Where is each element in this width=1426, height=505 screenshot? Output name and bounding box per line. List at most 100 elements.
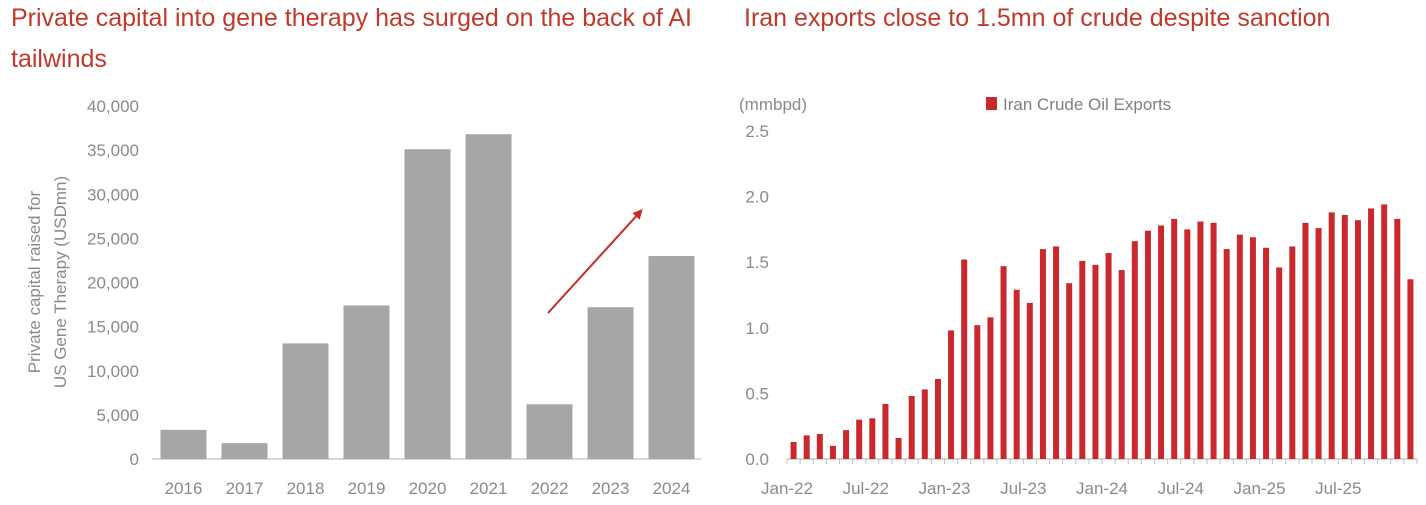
left-x-tick-label: 2016 bbox=[165, 479, 203, 498]
right-bar bbox=[1368, 208, 1375, 459]
left-bar-2021 bbox=[465, 134, 512, 460]
right-bar bbox=[869, 418, 876, 459]
left-x-tick-label: 2017 bbox=[226, 479, 264, 498]
right-bar bbox=[1171, 218, 1178, 459]
left-chart-title: Private capital into gene therapy has su… bbox=[11, 4, 692, 73]
right-y-tick-label: 2.0 bbox=[745, 188, 769, 207]
right-bar bbox=[1053, 246, 1060, 459]
right-bar bbox=[1105, 253, 1112, 459]
right-bar bbox=[882, 403, 889, 459]
left-x-tick-label: 2023 bbox=[592, 479, 630, 498]
legend-swatch bbox=[986, 97, 997, 110]
right-bar bbox=[1092, 264, 1099, 459]
right-bar bbox=[790, 441, 797, 459]
right-bar bbox=[829, 445, 836, 459]
right-bar bbox=[1289, 246, 1296, 459]
right-bar bbox=[1315, 228, 1322, 459]
legend-label: Iran Crude Oil Exports bbox=[1003, 95, 1171, 114]
right-bar bbox=[1039, 249, 1046, 459]
right-y-tick-label: 0.5 bbox=[745, 384, 769, 403]
right-x-tick-label: Jul-24 bbox=[1158, 479, 1204, 498]
left-y-tick-label: 0 bbox=[130, 450, 139, 469]
right-bar bbox=[843, 430, 850, 459]
right-bar bbox=[803, 435, 810, 459]
right-bar bbox=[1263, 247, 1270, 459]
right-x-tick-label: Jul-22 bbox=[843, 479, 889, 498]
left-x-tick-label: 2024 bbox=[653, 479, 691, 498]
left-y-tick-label: 25,000 bbox=[87, 229, 139, 248]
right-bar bbox=[1328, 212, 1335, 459]
right-bar bbox=[961, 259, 968, 459]
right-bar bbox=[974, 325, 981, 459]
right-bar bbox=[1013, 289, 1020, 459]
right-x-tick-label: Jan-22 bbox=[761, 479, 813, 498]
left-y-tick-label: 35,000 bbox=[87, 141, 139, 160]
right-bar bbox=[1026, 302, 1033, 459]
right-bar bbox=[895, 438, 902, 459]
right-bar bbox=[1236, 234, 1243, 459]
left-bar-2024 bbox=[648, 256, 695, 459]
right-x-tick-label: Jan-24 bbox=[1076, 479, 1128, 498]
left-bar-2022 bbox=[526, 404, 573, 459]
left-y-tick-label: 10,000 bbox=[87, 362, 139, 381]
right-bar bbox=[1079, 260, 1086, 459]
right-bar bbox=[856, 419, 863, 459]
right-bar bbox=[816, 434, 823, 459]
right-bar bbox=[987, 317, 994, 459]
right-y-tick-label: 1.5 bbox=[745, 253, 769, 272]
right-bar bbox=[1381, 204, 1388, 459]
right-bar bbox=[908, 396, 915, 459]
right-bar bbox=[1341, 214, 1348, 459]
right-bar bbox=[1197, 221, 1204, 459]
right-bar bbox=[1118, 270, 1125, 459]
right-bar bbox=[1158, 225, 1165, 459]
left-y-tick-label: 5,000 bbox=[96, 406, 139, 425]
right-unit-label: (mmbpd) bbox=[739, 95, 807, 114]
right-bar bbox=[1144, 230, 1151, 459]
left-bar-2019 bbox=[343, 305, 390, 459]
right-x-tick-label: Jan-23 bbox=[919, 479, 971, 498]
left-y-tick-label: 20,000 bbox=[87, 274, 139, 293]
left-bar-2020 bbox=[404, 149, 451, 459]
right-bar bbox=[1276, 267, 1283, 459]
right-bar bbox=[1184, 229, 1191, 459]
left-y-tick-label: 30,000 bbox=[87, 185, 139, 204]
trend-arrow bbox=[547, 209, 643, 314]
right-y-tick-label: 1.0 bbox=[745, 319, 769, 338]
right-bar bbox=[1354, 220, 1361, 459]
left-bar-2016 bbox=[160, 429, 207, 459]
right-y-tick-label: 0.0 bbox=[745, 450, 769, 469]
right-bar bbox=[948, 330, 955, 459]
right-y-tick-label: 2.5 bbox=[745, 122, 769, 141]
left-x-tick-label: 2020 bbox=[409, 479, 447, 498]
left-y-axis-title-line2: US Gene Therapy (USDmn) bbox=[51, 176, 70, 388]
right-bar bbox=[921, 389, 928, 459]
right-chart-title: Iran exports close to 1.5mn of crude des… bbox=[744, 4, 1331, 32]
right-bar bbox=[1000, 266, 1007, 459]
left-y-axis-title-line1: Private capital raised for bbox=[25, 190, 44, 373]
right-bar bbox=[1066, 283, 1073, 459]
right-bar-chart: (mmbpd) Iran Crude Oil Exports 0.0 0.5 1.0… bbox=[739, 95, 1418, 498]
right-x-tick-label: Jan-25 bbox=[1234, 479, 1286, 498]
left-x-tick-label: 2018 bbox=[287, 479, 325, 498]
right-x-tick-label: Jul-25 bbox=[1315, 479, 1361, 498]
left-bar-2017 bbox=[221, 443, 268, 459]
left-bar-2023 bbox=[587, 307, 634, 459]
left-y-tick-label: 40,000 bbox=[87, 97, 139, 116]
right-bar bbox=[934, 378, 941, 459]
right-bar bbox=[1394, 218, 1401, 459]
right-bar bbox=[1131, 241, 1138, 459]
right-bar bbox=[1223, 249, 1230, 459]
right-bar bbox=[1302, 222, 1309, 459]
left-x-tick-label: 2021 bbox=[470, 479, 508, 498]
left-bar-chart: Private capital raised for US Gene Thera… bbox=[25, 97, 701, 498]
left-y-tick-label: 15,000 bbox=[87, 318, 139, 337]
right-bar bbox=[1249, 237, 1256, 459]
right-bar bbox=[1407, 279, 1414, 459]
left-bar-2018 bbox=[282, 343, 329, 459]
right-x-tick-label: Jul-23 bbox=[1000, 479, 1046, 498]
left-x-tick-label: 2019 bbox=[348, 479, 386, 498]
left-x-tick-label: 2022 bbox=[531, 479, 569, 498]
right-bar bbox=[1210, 222, 1217, 459]
